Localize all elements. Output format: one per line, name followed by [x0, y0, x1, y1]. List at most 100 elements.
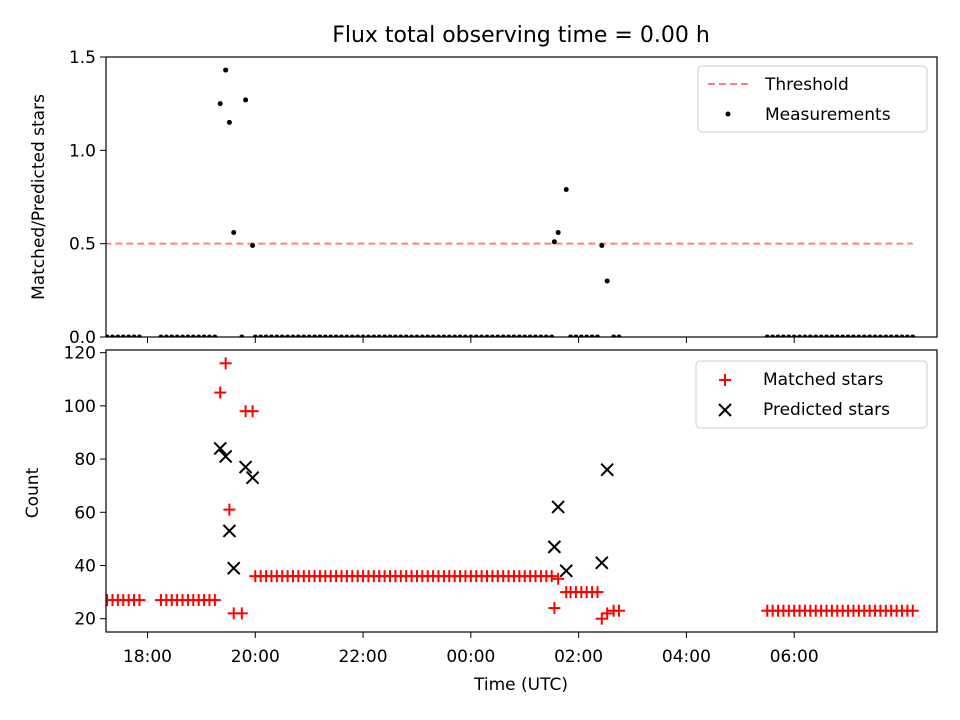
measurement-point [301, 334, 307, 337]
measurement-point [824, 334, 830, 337]
measurement-point [845, 334, 851, 337]
bottom-y-tick-label: 20 [74, 610, 96, 630]
top-y-tick-label: 0.0 [69, 328, 96, 348]
matched-star-point [214, 386, 227, 399]
measurement-point [829, 334, 835, 337]
measurement-point [867, 334, 873, 337]
measurement-point [489, 334, 495, 337]
measurement-point [578, 334, 584, 337]
measurement-point [185, 334, 191, 337]
measurement-point [223, 67, 229, 73]
predicted-star-point [595, 556, 609, 570]
measurement-point [538, 334, 544, 337]
measurement-point [371, 334, 377, 337]
predicted-stars-series [213, 441, 614, 578]
measurement-point [436, 334, 442, 337]
predicted-star-point [600, 463, 614, 477]
measurement-point [599, 243, 605, 249]
measurement-point [115, 334, 121, 337]
measurement-point [355, 334, 361, 337]
measurement-point [495, 334, 501, 337]
measurement-point [360, 334, 366, 337]
chart-title: Flux total observing time = 0.00 h [332, 23, 710, 48]
measurement-point [500, 334, 506, 337]
measurement-point [522, 334, 528, 337]
predicted-star-point [245, 470, 260, 485]
measurement-point [349, 334, 355, 337]
measurement-point [506, 334, 512, 337]
measurement-point [568, 334, 574, 337]
measurement-point [543, 334, 549, 337]
measurement-point [243, 97, 249, 103]
measurement-point [834, 334, 840, 337]
matched-legend-swatch [719, 374, 731, 386]
measurement-point [252, 334, 258, 337]
measurement-point [387, 334, 393, 337]
measurement-point [322, 334, 328, 337]
predicted-star-point [238, 460, 253, 474]
matched-star-point [906, 604, 919, 617]
measurement-point [462, 334, 468, 337]
matched-legend-label: Matched stars [763, 370, 883, 390]
measurement-point [180, 334, 186, 337]
measurement-point [109, 334, 115, 337]
measurement-point [468, 334, 474, 337]
predicted-star-point [559, 564, 573, 578]
measurement-point [856, 334, 862, 337]
measurement-point [589, 334, 595, 337]
measurement-point [813, 334, 819, 337]
measurement-point [239, 334, 245, 337]
measurement-point [786, 334, 792, 337]
measurement-point [339, 334, 345, 337]
measurement-point [850, 334, 856, 337]
measurement-point [419, 334, 425, 337]
top-legend-frame [697, 65, 928, 133]
measurement-point [430, 334, 436, 337]
measurement-point [295, 334, 301, 337]
measurement-point [573, 334, 579, 337]
measurement-point [126, 334, 132, 337]
measurement-point [263, 334, 269, 337]
measurement-point [555, 229, 561, 235]
x-tick-label: 02:00 [554, 647, 603, 667]
measurement-point [274, 334, 280, 337]
matched-star-point [591, 586, 604, 599]
measurement-point [306, 334, 312, 337]
bottom-plot-area [106, 357, 919, 625]
matched-star-point [552, 572, 565, 585]
measurement-point [409, 334, 415, 337]
x-axis-label: Time (UTC) [473, 675, 568, 695]
top-plot-area [106, 67, 916, 337]
measurement-point [551, 239, 557, 245]
bottom-y-tick-label: 40 [74, 556, 96, 576]
measurement-point [190, 334, 196, 337]
measurement-point [473, 334, 479, 337]
measurement-point [403, 334, 409, 337]
x-tick-label: 04:00 [662, 647, 711, 667]
measurements-series [106, 67, 916, 337]
predicted-legend-swatch [718, 403, 732, 417]
predicted-star-point [213, 441, 227, 456]
measurement-point [584, 334, 590, 337]
matched-star-point [235, 607, 248, 620]
measurement-point [250, 243, 256, 249]
measurement-point [414, 334, 420, 337]
measurement-point [807, 334, 813, 337]
x-tick-label: 18:00 [123, 647, 172, 667]
measurement-point [877, 334, 883, 337]
bottom-axes-frame [105, 349, 938, 633]
measurement-point [258, 334, 264, 337]
measurement-point [894, 334, 900, 337]
measurement-point [797, 334, 803, 337]
bottom-y-axis-label: Count [23, 467, 43, 518]
measurement-point [217, 101, 223, 107]
measurements-legend-swatch [725, 111, 731, 117]
measurement-point [425, 334, 431, 337]
measurement-point [883, 334, 889, 337]
measurement-point [279, 334, 285, 337]
measurement-point [226, 119, 232, 125]
measurement-point [611, 334, 617, 337]
measurement-point [764, 334, 770, 337]
bottom-y-tick-label: 120 [64, 344, 96, 364]
ratio-panel: 0.0 0.5 1.0 1.5 [69, 48, 938, 348]
